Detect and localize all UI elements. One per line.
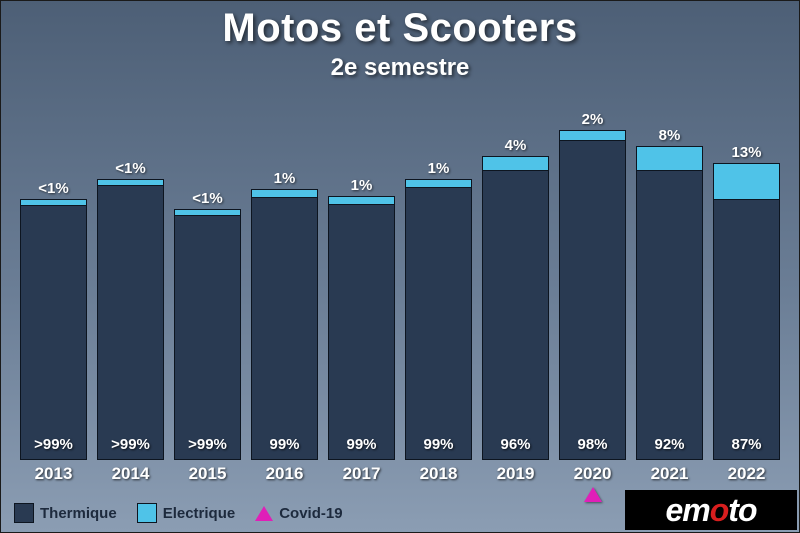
segment-thermique: 87% [714, 200, 779, 459]
year-label: 2020 [559, 464, 626, 484]
electric-pct-label: 1% [251, 170, 318, 187]
segment-thermique: 99% [406, 188, 471, 459]
bar-column: 1%99%2016 [251, 100, 318, 460]
segment-electrique [483, 157, 548, 171]
year-label: 2021 [636, 464, 703, 484]
segment-electrique [714, 164, 779, 200]
bar-column: 1%99%2018 [405, 100, 472, 460]
logo-text-accent: o [710, 492, 729, 529]
segment-electrique [329, 197, 394, 205]
stacked-bar: 98% [559, 130, 626, 460]
bar-column: 13%87%2022 [713, 100, 780, 460]
year-label: 2015 [174, 464, 241, 484]
legend-item-electrique: Electrique [137, 503, 236, 523]
electrique-swatch-icon [137, 503, 157, 523]
electric-pct-label: <1% [20, 180, 87, 197]
thermique-pct-label: >99% [21, 436, 86, 453]
segment-electrique [637, 147, 702, 171]
logo-text-prefix: em [666, 492, 710, 529]
thermique-pct-label: 87% [714, 436, 779, 453]
brand-logo: emoto [625, 490, 797, 530]
stacked-bar: >99% [20, 199, 87, 460]
bar-chart-area: <1%>99%2013<1%>99%2014<1%>99%20151%99%20… [20, 100, 780, 460]
electric-pct-label: 4% [482, 137, 549, 154]
electric-pct-label: 2% [559, 111, 626, 128]
electric-pct-label: 1% [405, 160, 472, 177]
segment-electrique [560, 131, 625, 141]
segment-thermique: 99% [329, 205, 394, 459]
thermique-pct-label: 99% [252, 436, 317, 453]
electric-pct-label: 8% [636, 127, 703, 144]
segment-thermique: 96% [483, 171, 548, 459]
legend-label: Thermique [40, 505, 117, 522]
bar-column: 1%99%2017 [328, 100, 395, 460]
segment-thermique: 98% [560, 141, 625, 459]
thermique-pct-label: 92% [637, 436, 702, 453]
stacked-bar: >99% [97, 179, 164, 460]
thermique-pct-label: 99% [406, 436, 471, 453]
stacked-bar: >99% [174, 209, 241, 460]
stacked-bar: 92% [636, 146, 703, 460]
covid-triangle-icon [255, 506, 273, 521]
legend-label: Electrique [163, 505, 236, 522]
thermique-swatch-icon [14, 503, 34, 523]
legend-item-thermique: Thermique [14, 503, 117, 523]
electric-pct-label: 1% [328, 177, 395, 194]
year-label: 2019 [482, 464, 549, 484]
segment-thermique: >99% [98, 186, 163, 459]
thermique-pct-label: 96% [483, 436, 548, 453]
chart-subtitle: 2e semestre [0, 54, 800, 82]
year-label: 2022 [713, 464, 780, 484]
stacked-bar: 96% [482, 156, 549, 460]
electric-pct-label: <1% [174, 190, 241, 207]
chart-title: Motos et Scooters [0, 6, 800, 51]
year-label: 2013 [20, 464, 87, 484]
legend-item-covid: Covid-19 [255, 505, 342, 522]
thermique-pct-label: >99% [175, 436, 240, 453]
thermique-pct-label: 99% [329, 436, 394, 453]
bar-column: <1%>99%2014 [97, 100, 164, 460]
stacked-bar: 99% [405, 179, 472, 460]
thermique-pct-label: >99% [98, 436, 163, 453]
bar-column: 2%98%2020 [559, 100, 626, 460]
year-label: 2016 [251, 464, 318, 484]
stacked-bar: 99% [251, 189, 318, 460]
bar-column: <1%>99%2013 [20, 100, 87, 460]
year-label: 2017 [328, 464, 395, 484]
electric-pct-label: 13% [713, 144, 780, 161]
segment-thermique: >99% [175, 216, 240, 459]
electric-pct-label: <1% [97, 160, 164, 177]
covid-marker-icon [584, 487, 602, 502]
year-label: 2014 [97, 464, 164, 484]
legend-label: Covid-19 [279, 505, 342, 522]
stacked-bar: 99% [328, 196, 395, 460]
legend: Thermique Electrique Covid-19 [14, 503, 343, 523]
segment-thermique: 92% [637, 171, 702, 459]
year-label: 2018 [405, 464, 472, 484]
logo-text-suffix: to [728, 492, 756, 529]
stacked-bar: 87% [713, 163, 780, 460]
segment-electrique [406, 180, 471, 188]
bar-column: 8%92%2021 [636, 100, 703, 460]
thermique-pct-label: 98% [560, 436, 625, 453]
segment-electrique [252, 190, 317, 198]
bar-column: 4%96%2019 [482, 100, 549, 460]
segment-thermique: >99% [21, 206, 86, 459]
segment-thermique: 99% [252, 198, 317, 459]
bar-column: <1%>99%2015 [174, 100, 241, 460]
